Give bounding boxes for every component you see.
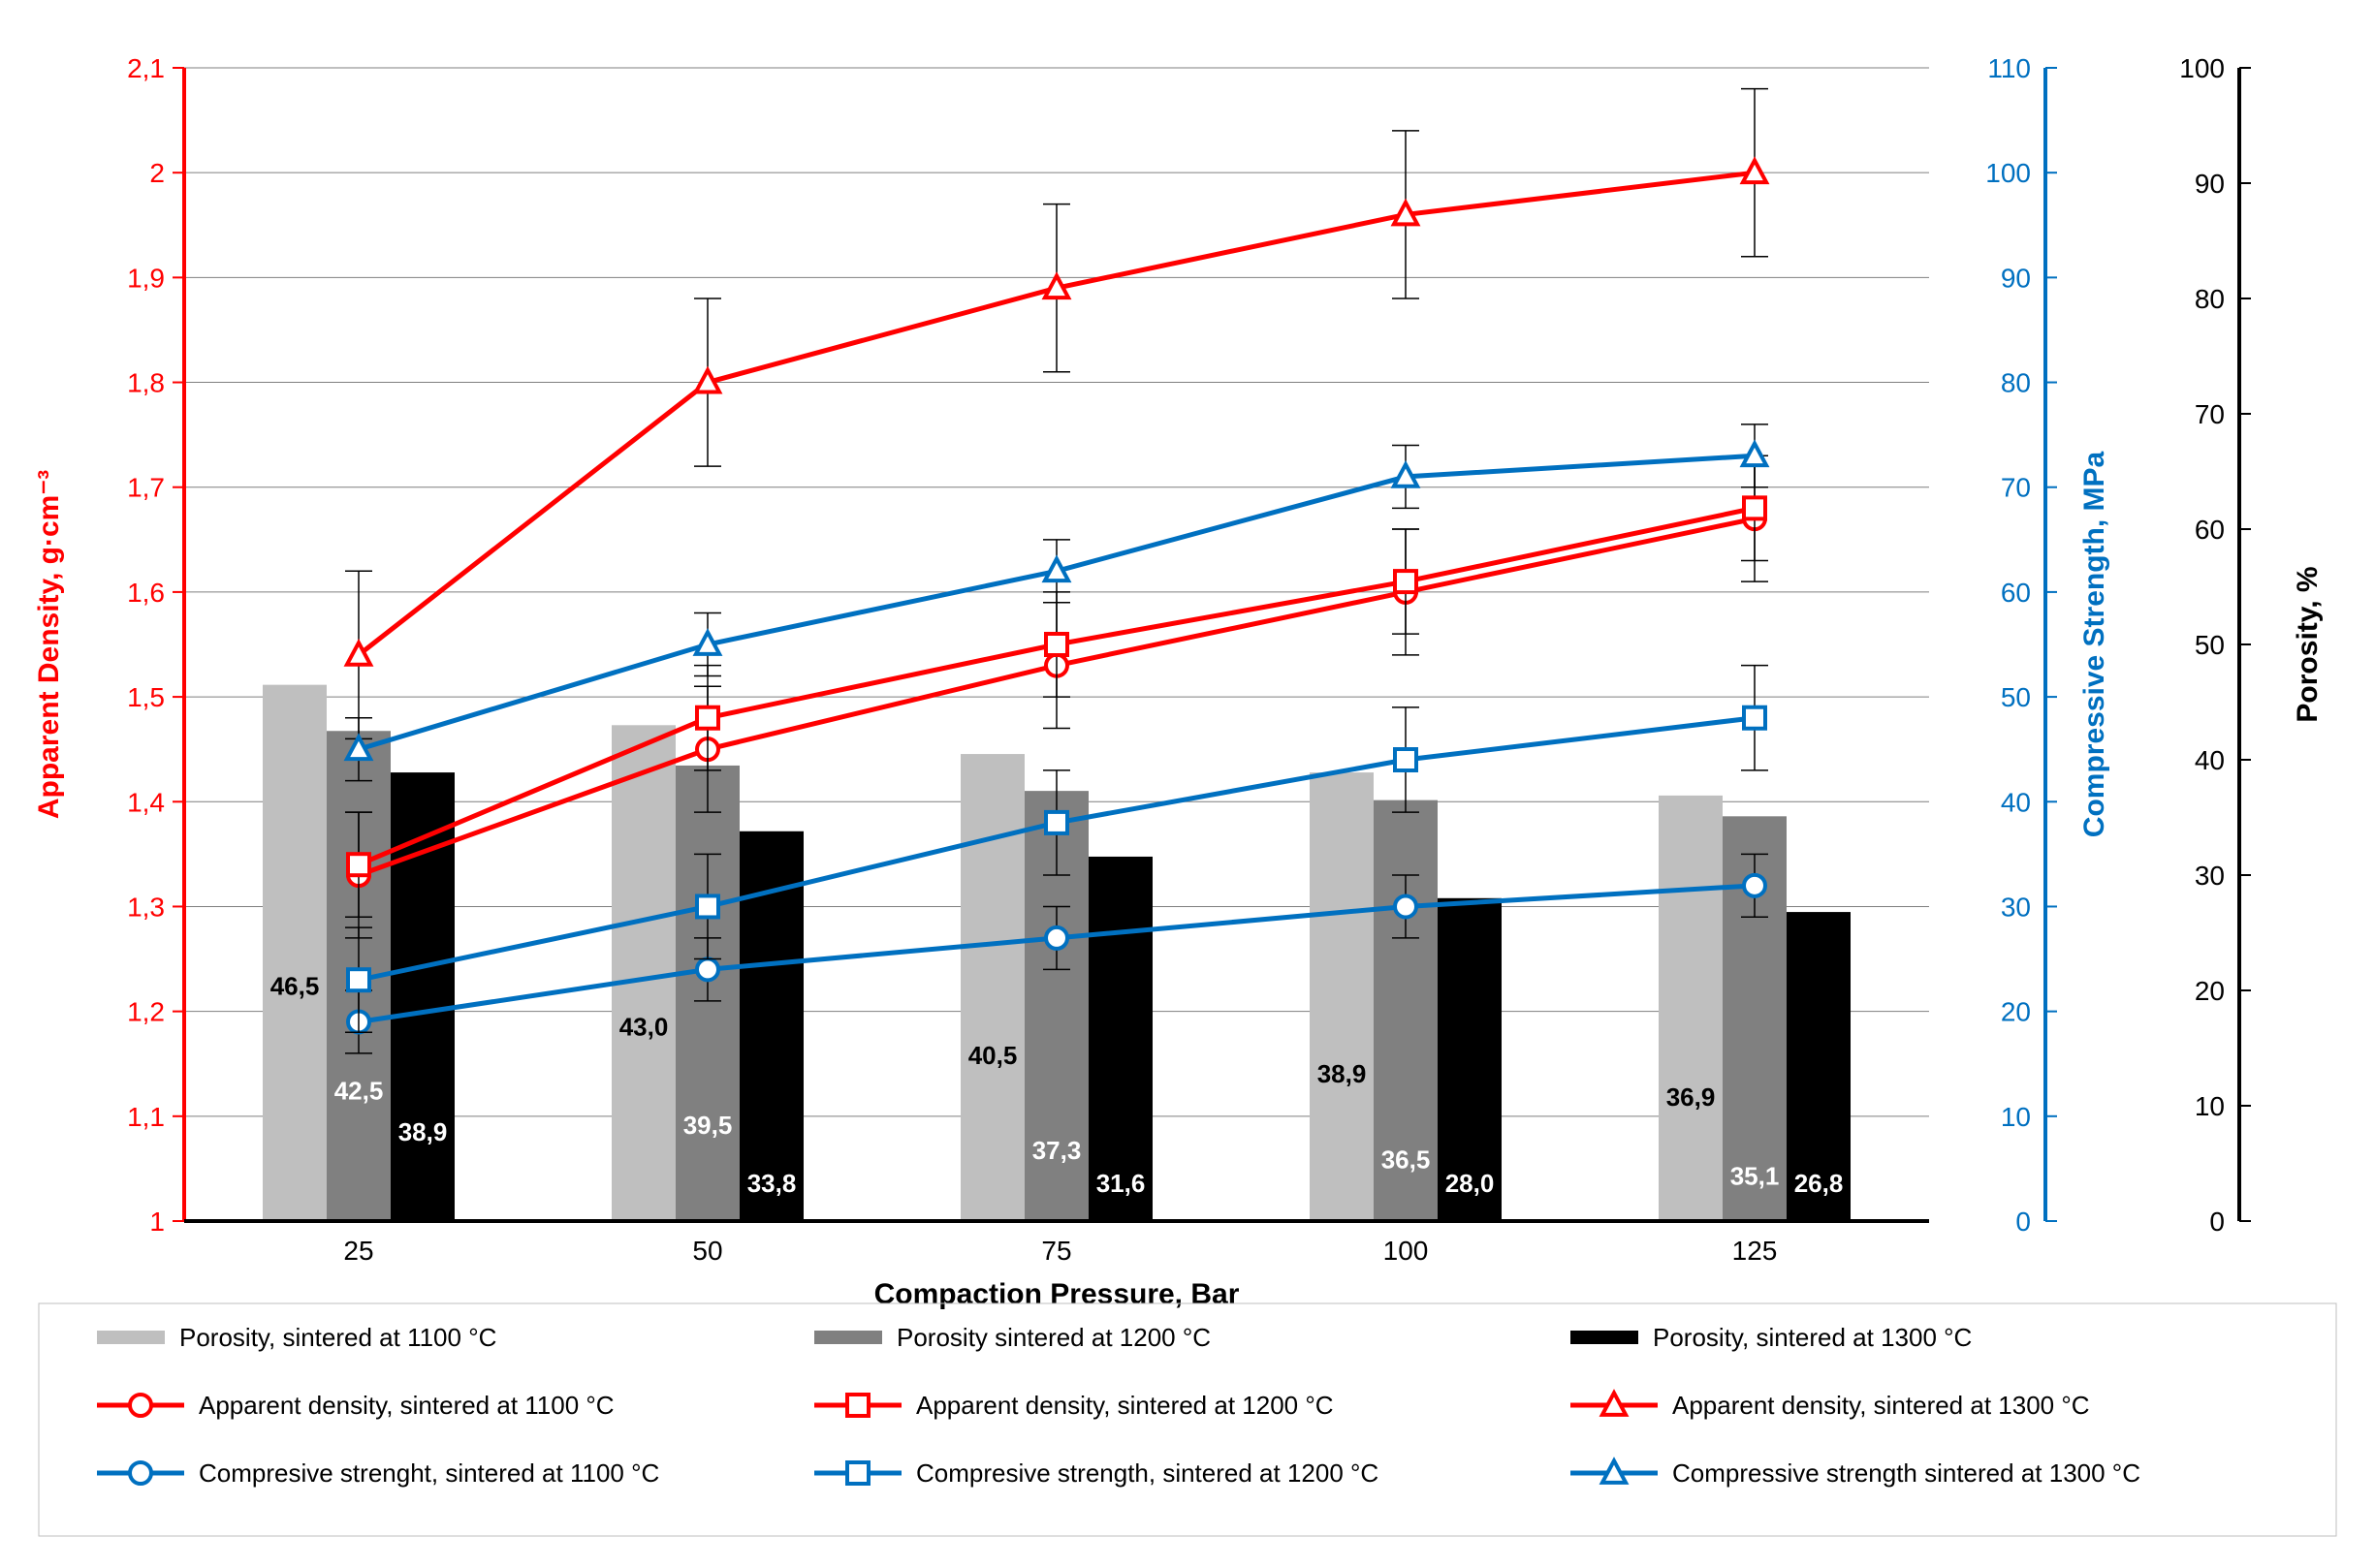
y2-tick: 90 bbox=[2001, 263, 2031, 293]
bar-value-label: 33,8 bbox=[747, 1169, 797, 1198]
legend-label: Porosity, sintered at 1300 °C bbox=[1653, 1323, 1972, 1352]
y1-tick: 1,6 bbox=[127, 578, 165, 608]
x-axis-label: Compaction Pressure, Bar bbox=[874, 1278, 1240, 1310]
bar-value-label: 36,9 bbox=[1666, 1082, 1716, 1112]
legend-label: Porosity sintered at 1200 °C bbox=[897, 1323, 1211, 1352]
y3-tick: 10 bbox=[2195, 1091, 2225, 1121]
legend-label: Compresive strength, sintered at 1200 °C bbox=[916, 1458, 1378, 1488]
y2-tick: 110 bbox=[1987, 53, 2031, 83]
bar-value-label: 36,5 bbox=[1381, 1145, 1431, 1175]
y2-tick: 50 bbox=[2001, 682, 2031, 712]
y3-tick: 70 bbox=[2195, 399, 2225, 429]
y3-tick: 20 bbox=[2195, 976, 2225, 1006]
bar-value-label: 38,9 bbox=[398, 1117, 448, 1146]
bar-value-label: 42,5 bbox=[334, 1076, 384, 1105]
y2-tick: 0 bbox=[2015, 1207, 2031, 1237]
y2-tick: 60 bbox=[2001, 578, 2031, 608]
y3-tick: 30 bbox=[2195, 861, 2225, 891]
y1-tick: 1,1 bbox=[127, 1102, 165, 1132]
legend-label: Apparent density, sintered at 1200 °C bbox=[916, 1391, 1334, 1420]
bar-value-label: 39,5 bbox=[683, 1111, 733, 1140]
y1-axis-label: Apparent Density, g·cm⁻³ bbox=[33, 470, 65, 819]
y1-tick: 2,1 bbox=[127, 53, 165, 83]
y2-tick: 100 bbox=[1985, 158, 2031, 188]
legend-label: Compresive strenght, sintered at 1100 °C bbox=[199, 1458, 659, 1488]
legend: Porosity, sintered at 1100 °C Porosity si… bbox=[39, 1303, 2336, 1536]
bar-value-label: 31,6 bbox=[1096, 1169, 1146, 1198]
legend-label: Porosity, sintered at 1100 °C bbox=[179, 1323, 496, 1352]
bar bbox=[1659, 796, 1723, 1221]
y1-tick: 1,9 bbox=[127, 263, 165, 293]
x-tick: 50 bbox=[692, 1236, 722, 1266]
x-tick: 100 bbox=[1383, 1236, 1429, 1266]
y3-tick: 80 bbox=[2195, 284, 2225, 314]
y2-tick: 70 bbox=[2001, 473, 2031, 503]
bar bbox=[1089, 857, 1153, 1221]
bar bbox=[1310, 772, 1374, 1221]
bar-value-label: 37,3 bbox=[1032, 1136, 1082, 1165]
x-tick: 25 bbox=[343, 1236, 373, 1266]
y2-tick: 30 bbox=[2001, 892, 2031, 922]
bar-value-label: 40,5 bbox=[968, 1041, 1018, 1070]
legend-label: Apparent density, sintered at 1100 °C bbox=[199, 1391, 615, 1420]
y1-tick: 1,2 bbox=[127, 997, 165, 1027]
y3-axis-label: Porosity, % bbox=[2292, 566, 2324, 722]
legend-label: Apparent density, sintered at 1300 °C bbox=[1672, 1391, 2090, 1420]
x-tick: 125 bbox=[1732, 1236, 1778, 1266]
bar bbox=[961, 754, 1025, 1221]
chart-svg: 46,5 43,0 40,5 38,9 36,9 42,5 39,5 37,3 36,5 35,1… bbox=[0, 0, 2375, 1568]
y3-tick: 40 bbox=[2195, 745, 2225, 775]
y1-tick: 1,3 bbox=[127, 892, 165, 922]
y3-tick: 50 bbox=[2195, 630, 2225, 660]
x-tick: 75 bbox=[1041, 1236, 1071, 1266]
bar-value-label: 26,8 bbox=[1794, 1169, 1844, 1198]
bar-value-label: 38,9 bbox=[1317, 1059, 1367, 1088]
y3-tick: 60 bbox=[2195, 515, 2225, 545]
legend-label: Compressive strength sintered at 1300 °C bbox=[1672, 1458, 2140, 1488]
chart-container: { "chart": { "type": "combo-bar-line", "… bbox=[0, 0, 2375, 1568]
y1-tick: 1 bbox=[149, 1207, 165, 1237]
bar bbox=[263, 685, 327, 1221]
y1-tick: 2 bbox=[149, 158, 165, 188]
y3-tick: 100 bbox=[2179, 53, 2225, 83]
bar-value-label: 43,0 bbox=[619, 1012, 669, 1041]
bar-value-label: 35,1 bbox=[1730, 1161, 1780, 1190]
y1-tick: 1,5 bbox=[127, 682, 165, 712]
y2-axis-label: Compressive Strength, MPa bbox=[2078, 451, 2110, 837]
bar-value-label: 46,5 bbox=[270, 972, 320, 1001]
y2-tick: 80 bbox=[2001, 368, 2031, 398]
y2-tick: 10 bbox=[2001, 1102, 2031, 1132]
bar bbox=[612, 725, 676, 1221]
y2-tick: 40 bbox=[2001, 787, 2031, 817]
y1-tick: 1,4 bbox=[127, 787, 165, 817]
y2-tick: 20 bbox=[2001, 997, 2031, 1027]
y3-tick: 90 bbox=[2195, 169, 2225, 199]
y1-tick: 1,8 bbox=[127, 368, 165, 398]
y3-tick: 0 bbox=[2209, 1207, 2225, 1237]
y1-tick: 1,7 bbox=[127, 473, 165, 503]
bar-value-label: 28,0 bbox=[1445, 1169, 1495, 1198]
